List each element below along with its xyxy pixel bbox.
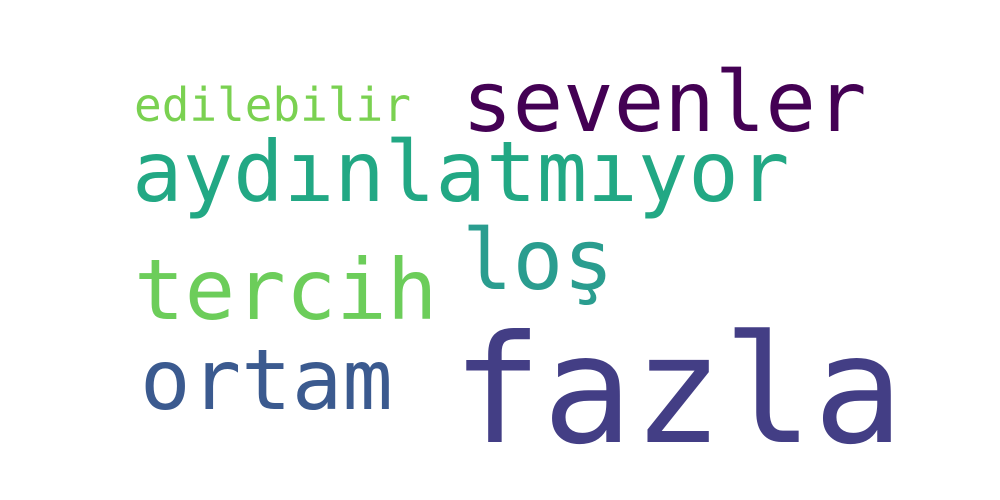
word-sevenler: sevenler [462, 53, 867, 151]
word-fazla: fazla [452, 304, 904, 478]
word-tercih: tercih [134, 241, 438, 339]
word-aydinlatmiyor: aydınlatmıyor [132, 123, 790, 221]
word-los: loş [462, 211, 614, 309]
word-ortam: ortam [140, 331, 393, 429]
word-edilebilir: edilebilir [134, 78, 411, 132]
